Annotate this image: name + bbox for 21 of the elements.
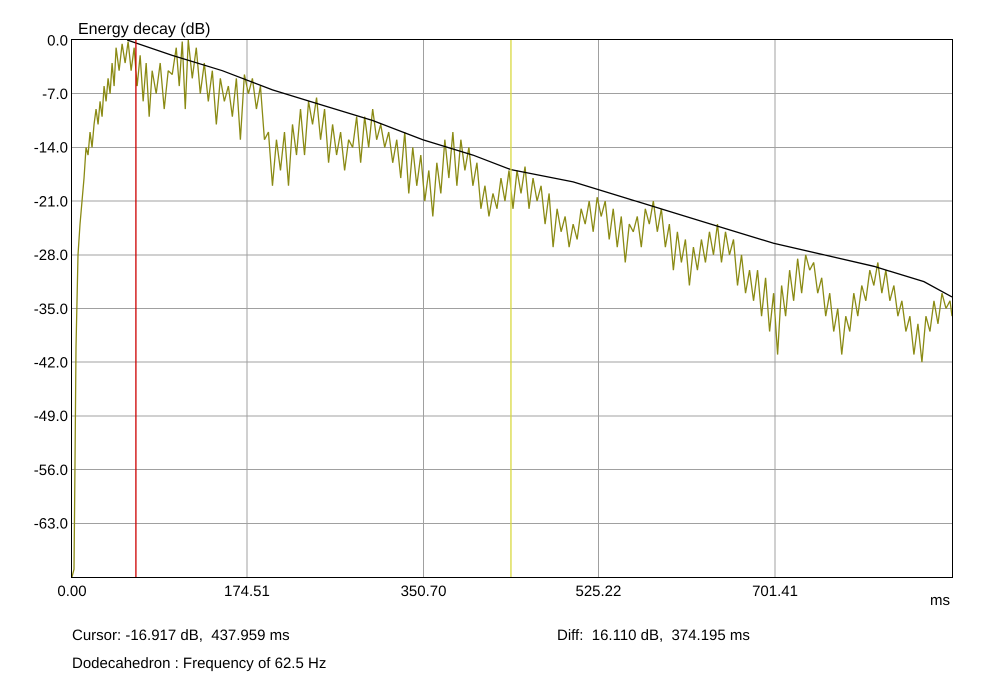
text: Cursor: -16.917 dB, 437.959 ms bbox=[72, 627, 290, 644]
x-axis-title: ms bbox=[930, 592, 950, 609]
y-tick-label: -49.0 bbox=[34, 408, 68, 426]
x-tick-label: 525.22 bbox=[575, 583, 622, 600]
x-tick-label: 174.51 bbox=[224, 583, 270, 600]
x-tick-label: 701.41 bbox=[752, 583, 798, 600]
x-tick-label: 0.00 bbox=[57, 583, 87, 600]
text: Diff: 16.110 dB, 374.195 ms bbox=[557, 627, 750, 644]
y-tick-label: 0.0 bbox=[47, 32, 68, 50]
y-tick-label: -35.0 bbox=[34, 300, 68, 318]
text: Dodecahedron : Frequency of 62.5 Hz bbox=[72, 655, 326, 672]
y-tick-label: -63.0 bbox=[34, 516, 68, 533]
y-tick-label: -28.0 bbox=[34, 247, 68, 264]
y-tick-label: -7.0 bbox=[42, 86, 68, 103]
x-tick-label: 350.70 bbox=[400, 583, 446, 600]
y-tick-label: -42.0 bbox=[34, 354, 68, 372]
y-axis-title: Energy decay (dB) bbox=[78, 21, 211, 38]
line-series bbox=[72, 40, 952, 577]
y-tick-label: -56.0 bbox=[34, 462, 68, 479]
y-tick-label: -14.0 bbox=[34, 140, 68, 157]
y-tick-label: -21.0 bbox=[34, 193, 68, 210]
